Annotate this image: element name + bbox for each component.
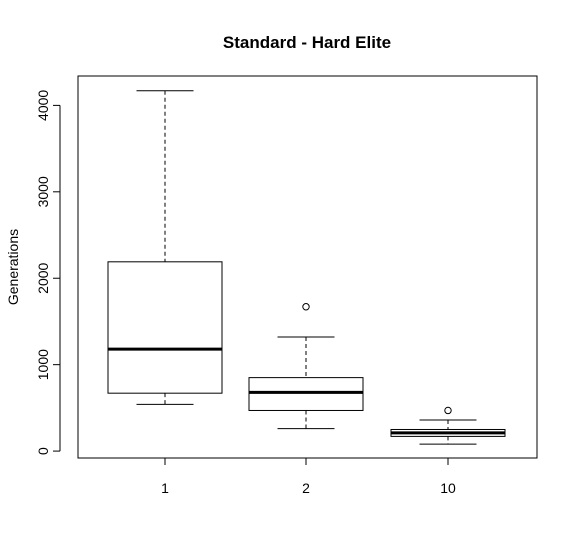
y-tick-label: 0 bbox=[35, 447, 51, 455]
y-tick-label: 3000 bbox=[35, 176, 51, 207]
y-tick-label: 4000 bbox=[35, 90, 51, 121]
x-tick-label: 1 bbox=[161, 480, 169, 496]
box-body bbox=[107, 261, 223, 394]
outlier-point bbox=[302, 303, 310, 311]
outlier-point bbox=[444, 406, 452, 415]
x-tick-label: 2 bbox=[302, 480, 310, 496]
box-10 bbox=[390, 406, 506, 445]
x-axis: 1 2 10 bbox=[161, 457, 456, 496]
y-axis: 0 1000 2000 3000 4000 bbox=[35, 90, 61, 455]
y-axis-label: Generations bbox=[5, 229, 21, 305]
y-tick-label: 2000 bbox=[35, 262, 51, 293]
y-tick-label: 1000 bbox=[35, 349, 51, 380]
box-body bbox=[248, 377, 364, 411]
boxes-group bbox=[107, 90, 506, 445]
x-tick-label: 10 bbox=[440, 480, 456, 496]
box-1 bbox=[107, 90, 223, 405]
chart-title: Standard - Hard Elite bbox=[223, 33, 391, 52]
box-2 bbox=[248, 303, 364, 430]
